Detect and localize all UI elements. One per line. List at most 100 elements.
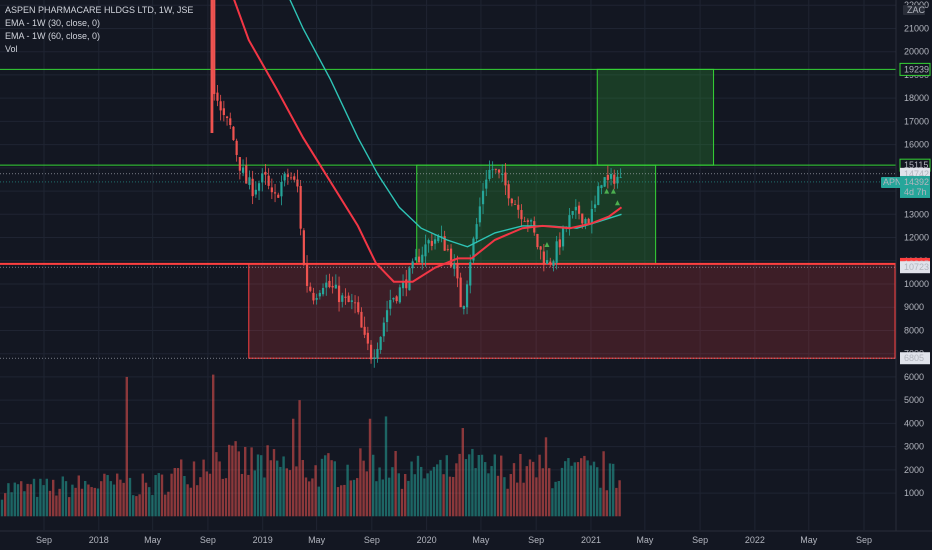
time-tick-label: 2018 bbox=[89, 535, 109, 545]
volume-bar bbox=[567, 458, 570, 517]
candle-body bbox=[456, 262, 459, 279]
candle-body bbox=[539, 246, 542, 250]
volume-bar bbox=[605, 490, 608, 517]
legend-vol[interactable]: Vol bbox=[5, 44, 18, 54]
candle-body bbox=[213, 0, 216, 95]
candle-body bbox=[520, 210, 523, 220]
price-tick-label: 21000 bbox=[904, 23, 929, 33]
volume-bar bbox=[413, 474, 416, 517]
volume-bar bbox=[551, 488, 554, 517]
price-tick-label: 13000 bbox=[904, 209, 929, 219]
candle-body bbox=[462, 305, 465, 310]
candle-body bbox=[405, 279, 408, 289]
volume-bar bbox=[458, 453, 461, 517]
price-tick-label: 4000 bbox=[904, 418, 924, 428]
signal-marker bbox=[604, 188, 610, 194]
candle-body bbox=[408, 268, 411, 291]
candle-body bbox=[261, 173, 264, 183]
volume-bar bbox=[58, 488, 61, 517]
time-tick-label: May bbox=[636, 535, 654, 545]
ema30-line bbox=[233, 0, 623, 283]
candle-body bbox=[273, 192, 277, 194]
candle-body bbox=[248, 177, 251, 185]
volume-bar bbox=[512, 463, 516, 517]
candles-layer bbox=[210, 0, 622, 368]
volume-bar bbox=[516, 482, 519, 517]
time-tick-label: 2019 bbox=[253, 535, 273, 545]
volume-bar bbox=[560, 467, 564, 517]
time-tick-label: 2022 bbox=[745, 535, 765, 545]
grid bbox=[0, 0, 896, 530]
volume-bar bbox=[330, 460, 333, 517]
volume-bar bbox=[487, 473, 490, 517]
volume-bar bbox=[269, 460, 272, 517]
price-tick-label: 5000 bbox=[904, 395, 924, 405]
time-tick-label: May bbox=[144, 535, 162, 545]
candle-body bbox=[421, 254, 424, 263]
candle-body bbox=[600, 185, 603, 189]
candle-body bbox=[334, 284, 337, 289]
volume-bar bbox=[618, 480, 621, 517]
candle-body bbox=[382, 322, 385, 337]
volume-bar bbox=[276, 460, 279, 517]
volume-bar bbox=[13, 482, 16, 517]
volume-bar bbox=[301, 460, 304, 517]
volume-bar bbox=[180, 459, 183, 517]
candle-body bbox=[264, 171, 267, 175]
volume-bar bbox=[282, 456, 285, 517]
volume-bar bbox=[250, 447, 253, 517]
volume-bar bbox=[468, 454, 471, 517]
time-tick-label: May bbox=[472, 535, 490, 545]
volume-bar bbox=[538, 454, 541, 517]
candle-body bbox=[488, 169, 491, 179]
volume-bar bbox=[404, 473, 407, 517]
volume-bar bbox=[388, 477, 391, 517]
volume-bar bbox=[183, 475, 186, 517]
volume-bar bbox=[615, 487, 618, 517]
volume-bar bbox=[215, 452, 218, 517]
candle-body bbox=[369, 344, 373, 360]
volume-bar bbox=[570, 465, 573, 517]
price-tick-label: 9000 bbox=[904, 302, 924, 312]
volume-bar bbox=[426, 473, 429, 517]
time-tick-label: 2020 bbox=[417, 535, 437, 545]
candle-body bbox=[251, 178, 254, 197]
legend-ema60[interactable]: EMA - 1W (60, close, 0) bbox=[5, 31, 101, 41]
candle-body bbox=[318, 292, 321, 297]
zones-layer bbox=[248, 68, 896, 359]
volume-bar bbox=[394, 451, 397, 517]
volume-bar bbox=[112, 484, 116, 517]
legend-title[interactable]: ASPEN PHARMACARE HLDGS LTD, 1W, JSE bbox=[5, 5, 194, 15]
volume-bar bbox=[493, 454, 496, 517]
candle-body bbox=[603, 177, 606, 187]
candle-body bbox=[523, 221, 526, 222]
candle-body bbox=[232, 126, 235, 141]
candle-body bbox=[312, 292, 315, 301]
volume-bar bbox=[368, 418, 372, 517]
volume-bar bbox=[128, 477, 132, 517]
legend-ema30[interactable]: EMA - 1W (30, close, 0) bbox=[5, 18, 101, 28]
candle-body bbox=[542, 251, 545, 265]
volume-bar bbox=[544, 437, 548, 517]
volume-bar bbox=[292, 418, 295, 517]
volume-bar bbox=[234, 441, 237, 517]
volume-bar bbox=[218, 461, 221, 517]
volume-bar bbox=[327, 453, 330, 517]
candle-body bbox=[414, 257, 417, 261]
time-axis-bg bbox=[0, 531, 932, 550]
volume-bar bbox=[362, 460, 365, 517]
volume-bar bbox=[84, 480, 87, 517]
candle-body bbox=[235, 140, 238, 155]
volume-bar bbox=[125, 376, 128, 517]
price-tick-label: 1000 bbox=[904, 488, 924, 498]
volume-bar bbox=[490, 466, 493, 517]
volume-bar bbox=[480, 454, 484, 517]
time-axis[interactable]: Sep 2018 May Sep 2019 May Sep 2020 May Sep 2021 May… bbox=[0, 530, 932, 550]
volume-bar bbox=[256, 454, 260, 517]
price-scale[interactable]: 2200021000200001900018000170001600015000… bbox=[0, 0, 932, 532]
volume-bar bbox=[7, 483, 10, 517]
volume-bar bbox=[295, 466, 298, 517]
volume-bar bbox=[324, 455, 327, 517]
candle-body bbox=[417, 256, 421, 263]
